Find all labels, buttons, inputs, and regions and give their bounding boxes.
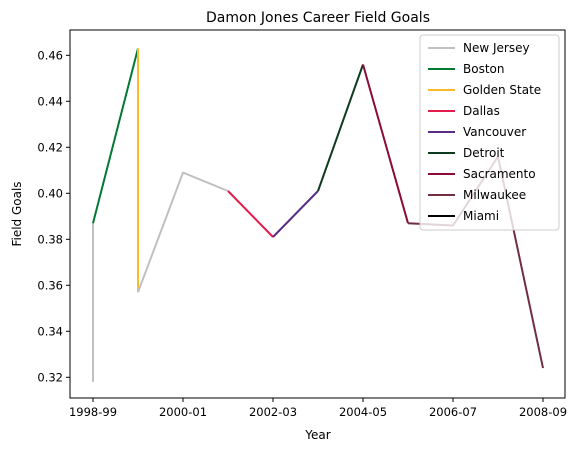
legend-label: Vancouver <box>463 125 526 139</box>
series-line-boston-1 <box>92 48 139 224</box>
y-axis-label: Field Goals <box>10 181 24 246</box>
y-tick-label: 0.36 <box>37 278 63 292</box>
plot-frame <box>69 29 566 399</box>
chart-title: Damon Jones Career Field Goals <box>206 10 430 26</box>
x-tick-label: 2002-03 <box>249 405 297 419</box>
x-tick-label: 2006-07 <box>429 405 477 419</box>
legend-label: Dallas <box>463 104 500 118</box>
x-tick-label: 1998-99 <box>69 405 117 419</box>
y-axis: 0.32 0.34 0.36 0.38 0.40 0.42 0.44 0.46 <box>37 48 70 384</box>
y-tick-label: 0.42 <box>37 140 63 154</box>
x-tick-label: 2008-09 <box>519 405 567 419</box>
x-axis: 1998-99 2000-01 2002-03 2004-05 2006-07 2008-… <box>69 398 567 419</box>
legend: New Jersey Boston Golden State Dallas Vancou… <box>419 34 560 231</box>
y-tick-label: 0.34 <box>37 324 63 338</box>
legend-box <box>419 34 560 231</box>
y-tick-label: 0.44 <box>37 94 63 108</box>
series-line-dallas-4 <box>227 190 274 238</box>
series-line-vancouver-5 <box>272 190 319 238</box>
legend-label: Miami <box>463 209 499 223</box>
series-line-sacramento-7 <box>362 64 409 224</box>
legend-label: Golden State <box>463 83 541 97</box>
legend-label: Detroit <box>463 146 505 160</box>
x-axis-label: Year <box>304 428 330 442</box>
y-tick-label: 0.40 <box>37 186 63 200</box>
y-tick-label: 0.32 <box>37 370 63 384</box>
legend-label: New Jersey <box>463 41 530 55</box>
legend-label: Sacramento <box>463 167 536 181</box>
y-tick-label: 0.38 <box>37 232 63 246</box>
x-tick-label: 2000-01 <box>159 405 207 419</box>
legend-label: Boston <box>463 62 504 76</box>
x-tick-label: 2004-05 <box>339 405 387 419</box>
legend-label: Milwaukee <box>463 188 526 202</box>
series-line-detroit-6 <box>317 64 364 192</box>
series-line-new-jersey-3 <box>137 171 229 293</box>
y-tick-label: 0.46 <box>37 48 63 62</box>
